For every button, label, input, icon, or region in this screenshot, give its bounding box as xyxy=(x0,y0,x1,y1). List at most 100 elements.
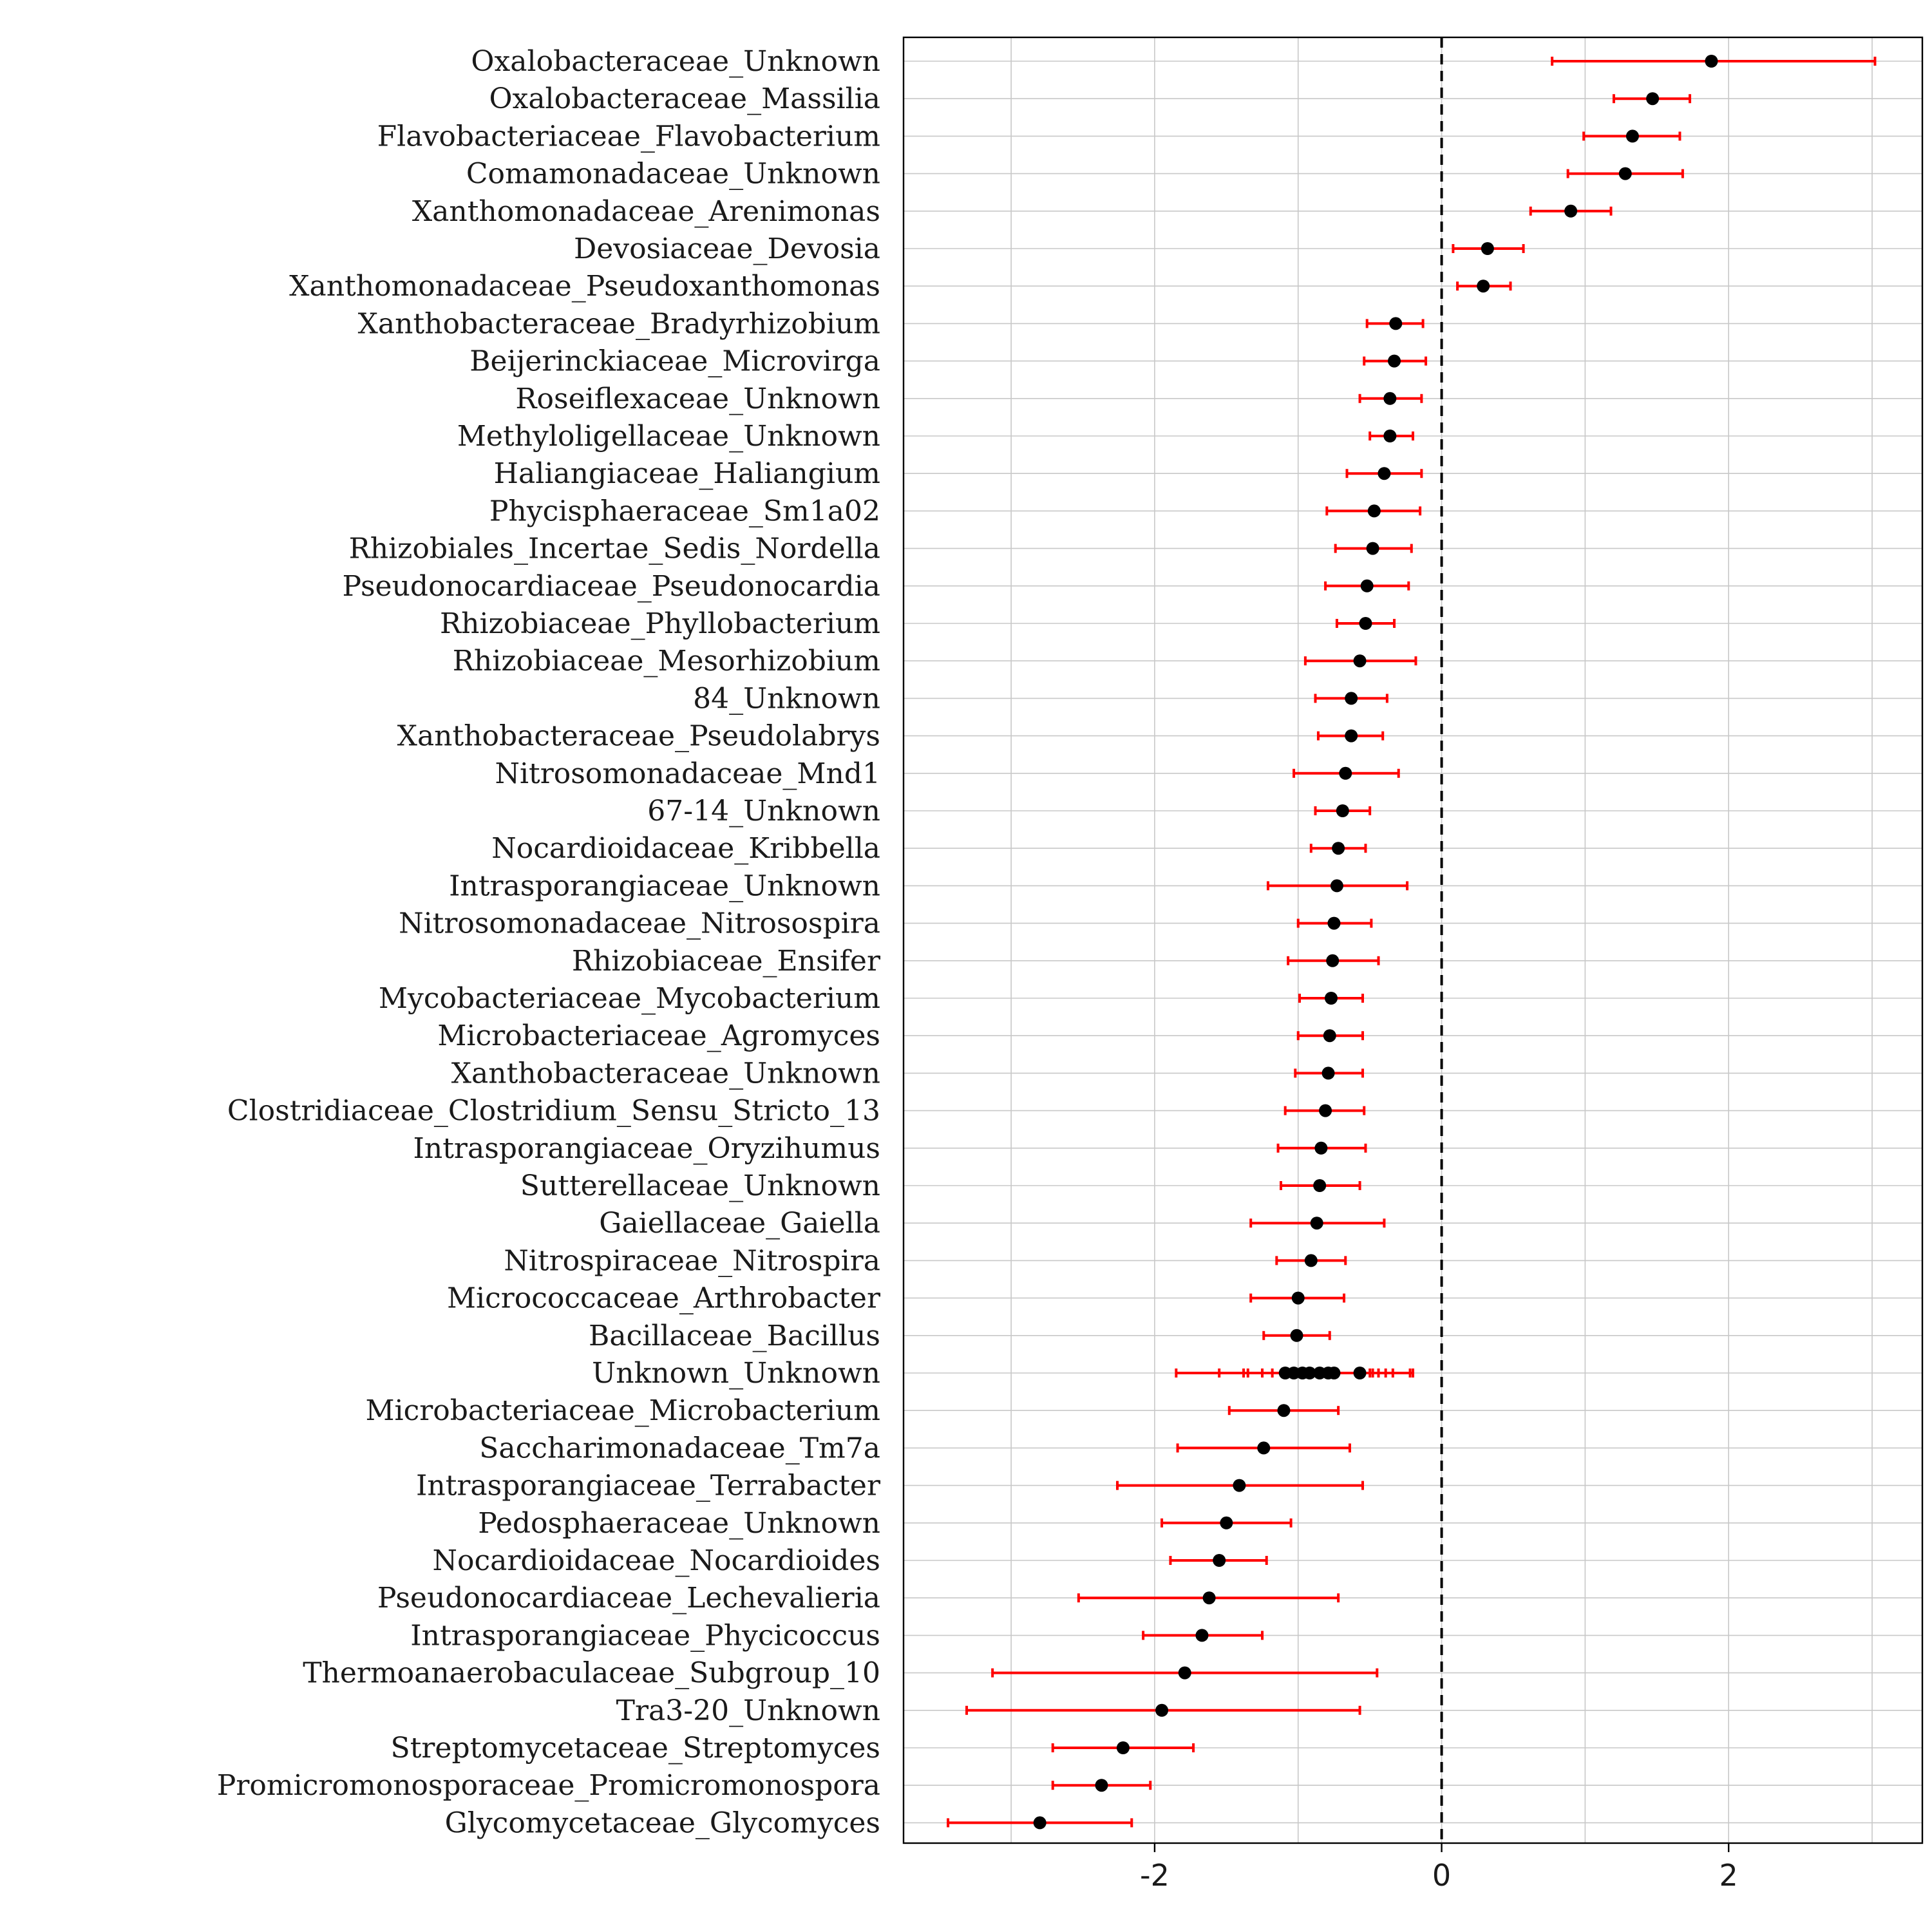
y-tick-label: Tra3-20_Unknown xyxy=(616,1694,880,1727)
point-estimate xyxy=(1257,1441,1271,1455)
y-tick-label: Rhizobiales_Incertae_Sedis_Nordella xyxy=(349,533,880,565)
point-estimate xyxy=(1332,842,1345,855)
y-tick-label: Nitrospiraceae_Nitrospira xyxy=(504,1244,880,1277)
point-estimate xyxy=(1303,1367,1316,1379)
y-tick-label: Devosiaceae_Devosia xyxy=(574,232,880,265)
y-tick-label: Nocardioidaceae_Kribbella xyxy=(491,832,880,865)
point-estimate xyxy=(1383,392,1397,405)
y-tick-label: Xanthomonadaceae_Pseudoxanthomonas xyxy=(289,270,880,303)
point-estimate xyxy=(1388,354,1401,368)
y-tick-label: Nitrosomonadaceae_Mnd1 xyxy=(495,757,880,790)
point-estimates xyxy=(1033,55,1718,1830)
point-estimate xyxy=(1378,467,1391,480)
point-estimate xyxy=(1291,1291,1305,1305)
point-estimate xyxy=(1327,1367,1341,1379)
point-estimate xyxy=(1477,279,1490,293)
y-tick-label: Methyloligellaceae_Unknown xyxy=(457,420,880,453)
point-estimate xyxy=(1195,1629,1209,1642)
point-estimate xyxy=(1324,992,1338,1005)
grid-lines xyxy=(904,37,1922,1843)
y-tick-label: Clostridiaceae_Clostridium_Sensu_Stricto… xyxy=(227,1095,880,1128)
y-tick-label: Flavobacteriaceae_Flavobacterium xyxy=(377,120,880,153)
y-tick-label: Micrococcaceae_Arthrobacter xyxy=(447,1282,881,1315)
point-estimate xyxy=(1336,804,1349,817)
x-tick-label: 0 xyxy=(1432,1858,1451,1893)
y-tick-label: Xanthomonadaceae_Arenimonas xyxy=(412,195,880,228)
point-estimate xyxy=(1625,129,1639,143)
y-tick-label: Pedosphaeraceae_Unknown xyxy=(478,1507,880,1540)
point-estimate xyxy=(1367,504,1381,518)
y-tick-label: Streptomycetaceae_Streptomyces xyxy=(391,1732,880,1765)
point-estimate xyxy=(1383,430,1397,442)
y-tick-label: Glycomycetaceae_Glycomyces xyxy=(445,1806,880,1839)
point-estimate xyxy=(1345,729,1358,743)
point-estimate xyxy=(1290,1329,1303,1342)
point-estimate xyxy=(1327,916,1341,930)
point-estimate xyxy=(1359,617,1372,630)
point-estimate xyxy=(1233,1479,1246,1492)
point-estimate xyxy=(1330,879,1343,893)
point-estimate xyxy=(1323,1029,1336,1043)
point-estimate xyxy=(1116,1741,1130,1754)
y-tick-labels: Oxalobacteraceae_Unknown Oxalobacteraceae… xyxy=(217,45,881,1839)
y-tick-label: Intrasporangiaceae_Phycicoccus xyxy=(410,1619,880,1652)
point-estimate xyxy=(1304,1254,1318,1267)
y-tick-label: Rhizobiaceae_Phyllobacterium xyxy=(440,607,880,640)
y-tick-label: Pseudonocardiaceae_Pseudonocardia xyxy=(343,570,880,603)
y-tick-label: Beijerinckiaceae_Microvirga xyxy=(469,345,880,378)
point-estimate xyxy=(1095,1779,1108,1792)
y-tick-label: Haliangiaceae_Haliangium xyxy=(494,457,880,490)
point-estimate xyxy=(1353,654,1367,668)
y-tick-label: Promicromonosporaceae_Promicromonospora xyxy=(217,1769,880,1802)
y-tick-label: Microbacteriaceae_Agromyces xyxy=(437,1019,880,1052)
y-tick-label: Rhizobiaceae_Mesorhizobium xyxy=(453,645,880,677)
y-tick-label: Mycobacteriaceae_Mycobacterium xyxy=(379,982,880,1015)
y-tick-label: Intrasporangiaceae_Terrabacter xyxy=(416,1470,881,1502)
point-estimate xyxy=(1321,1066,1335,1080)
point-estimate xyxy=(1360,579,1374,592)
point-estimate xyxy=(1220,1516,1233,1530)
y-tick-label: Thermoanaerobaculaceae_Subgroup_10 xyxy=(303,1657,880,1690)
y-tick-label: Bacillaceae_Bacillus xyxy=(589,1320,880,1352)
y-tick-label: Microbacteriaceae_Microbacterium xyxy=(365,1394,880,1427)
point-estimate xyxy=(1277,1404,1291,1417)
y-tick-label: Rhizobiaceae_Ensifer xyxy=(572,945,881,978)
y-tick-label: Comamonadaceae_Unknown xyxy=(466,158,880,191)
y-tick-label: Unknown_Unknown xyxy=(592,1357,880,1390)
point-estimate xyxy=(1319,1104,1332,1117)
y-tick-label: Phycisphaeraceae_Sm1a02 xyxy=(489,495,880,527)
point-estimate xyxy=(1202,1591,1216,1605)
point-estimate xyxy=(1389,317,1403,330)
plot-frame xyxy=(902,36,1924,1844)
x-tick-label: -2 xyxy=(1140,1858,1170,1893)
x-tick-label: 2 xyxy=(1719,1858,1738,1893)
point-estimate xyxy=(1564,204,1578,218)
point-estimate xyxy=(1481,242,1494,255)
y-tick-label: Saccharimonadaceae_Tm7a xyxy=(479,1432,880,1464)
point-estimate xyxy=(1353,1367,1367,1379)
y-tick-label: Xanthobacteraceae_Bradyrhizobium xyxy=(358,307,880,340)
y-tick-label: Gaiellaceae_Gaiella xyxy=(599,1207,880,1240)
point-estimate xyxy=(1313,1179,1327,1192)
y-tick-label: Pseudonocardiaceae_Lechevalieria xyxy=(377,1582,880,1615)
y-tick-label: Xanthobacteraceae_Pseudolabrys xyxy=(397,720,880,753)
y-tick-label: Sutterellaceae_Unknown xyxy=(520,1170,880,1202)
y-tick-label: Roseiflexaceae_Unknown xyxy=(515,383,880,415)
point-estimate xyxy=(1705,55,1718,68)
y-tick-label: Oxalobacteraceae_Massilia xyxy=(489,82,880,115)
x-axis-ticks: -2 0 2 xyxy=(1140,1843,1738,1893)
point-estimate xyxy=(1326,954,1340,967)
y-tick-label: Nocardioidaceae_Nocardioides xyxy=(432,1544,880,1577)
y-tick-label: 84_Unknown xyxy=(693,682,880,715)
point-estimate xyxy=(1339,766,1352,780)
point-estimate xyxy=(1310,1217,1323,1230)
y-tick-label: 67-14_Unknown xyxy=(647,795,880,828)
y-tick-label: Intrasporangiaceae_Oryzihumus xyxy=(413,1132,880,1165)
point-estimate xyxy=(1646,92,1660,106)
point-estimate xyxy=(1366,542,1379,555)
y-tick-label: Oxalobacteraceae_Unknown xyxy=(471,45,880,78)
y-tick-label: Nitrosomonadaceae_Nitrosospira xyxy=(399,907,880,940)
y-tick-label: Intrasporangiaceae_Unknown xyxy=(449,869,880,902)
